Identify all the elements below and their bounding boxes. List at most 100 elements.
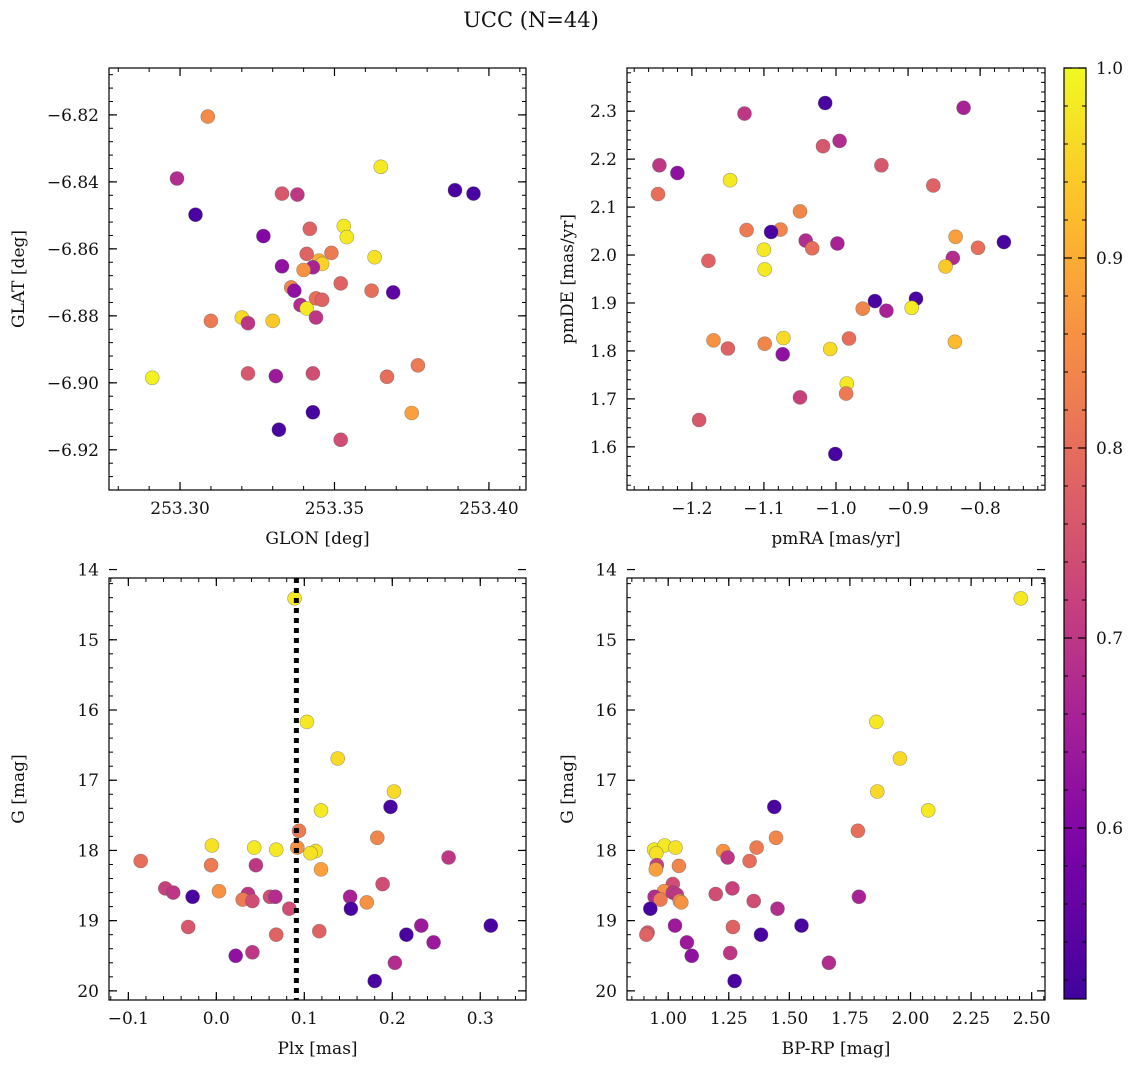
data-point [691,412,707,428]
y-tick-label: 2.3 [590,102,617,122]
data-point [650,186,666,202]
x-tick-label: −0.8 [959,499,1000,519]
data-point [333,432,349,448]
data-point [314,292,330,308]
y-tick-label: −6.86 [47,240,99,260]
data-point [466,186,481,201]
y-tick-label: 16 [595,701,617,721]
data-point [763,224,779,240]
x-tick-label: 253.35 [305,499,364,519]
data-point [330,751,346,766]
x-tick-label: 2.25 [952,1009,990,1029]
x-tick-label: 253.40 [459,499,518,519]
x-tick-label: −1.2 [671,499,712,519]
y-tick-label: 14 [595,561,617,581]
data-point [274,186,290,201]
x-tick-label: 1.25 [710,1009,748,1029]
data-point [653,892,668,907]
data-point [670,165,685,181]
data-point [830,236,845,251]
y-tick-label: 15 [77,631,99,651]
y-tick-label: 16 [77,701,99,721]
data-point [756,242,772,257]
data-point [311,923,327,939]
data-point [441,850,456,865]
x-axis-label: GLON [deg] [265,529,369,549]
data-point [387,955,403,971]
data-point [375,876,390,892]
data-point [369,830,385,846]
data-point [822,341,838,357]
data-point [722,945,738,961]
y-tick-label: 15 [595,631,617,651]
data-point [725,881,740,896]
data-point [841,331,857,346]
data-point [701,253,716,269]
data-point [180,919,196,935]
data-point [343,901,359,917]
y-tick-label: 1.8 [590,342,617,362]
data-point [367,249,382,265]
colorbar-bar [1063,67,1087,1000]
data-point [737,106,752,121]
data-point [379,369,395,385]
data-point [668,840,683,855]
colorbar-tick-label: 0.6 [1096,819,1123,839]
data-point [364,283,379,299]
data-point [970,240,986,256]
scatter-panel-1: 253.30 253.35 253.40 −6.92 −6.90 −6.88 −6.86 −6… [9,67,527,549]
data-point [383,799,398,815]
data-point [256,228,271,244]
ticks [627,568,1045,1000]
data-point [333,276,349,291]
data-point [708,886,724,902]
colorbar-tick-label: 0.8 [1096,439,1123,459]
data-point [684,948,700,964]
data-point [274,258,290,274]
x-axis-label: BP-RP [mag] [782,1039,891,1059]
y-tick-label: 14 [77,561,99,581]
data-point [268,368,284,384]
data-point [639,927,654,943]
data-point [447,182,463,198]
data-point [339,229,355,245]
data-point [169,171,185,186]
data-point [385,285,401,300]
data-point [742,853,757,869]
data-point [938,259,953,274]
data-point [188,207,203,222]
data-point [265,313,281,329]
data-point [817,95,833,111]
data-point [768,830,784,846]
x-tick-label: −1.0 [815,499,856,519]
x-tick-label: 0.1 [291,1009,318,1029]
y-tick-label: 19 [595,912,617,932]
data-point [821,955,837,971]
x-axis-label: pmRA [mas/yr] [771,529,900,549]
data-point [203,857,219,873]
data-point [671,858,687,874]
y-tick-label: 20 [595,982,617,1002]
data-point [766,799,782,815]
data-point [204,838,220,853]
data-point [920,803,936,818]
data-point [299,246,315,262]
data-point [185,889,200,905]
plot-frame [626,67,1046,491]
y-tick-label: 2.2 [590,150,617,170]
data-point [770,901,785,917]
data-point [867,293,883,309]
data-point [305,366,321,381]
y-tick-label: 18 [595,841,617,861]
data-point [386,784,402,799]
data-point [267,889,283,905]
data-point [874,158,889,173]
y-axis-label: G [mag] [558,754,578,823]
data-points [639,591,1029,989]
data-point [832,133,847,149]
y-tick-label: 17 [595,771,617,791]
data-point [410,358,426,373]
data-point [296,262,311,278]
data-point [291,823,307,839]
